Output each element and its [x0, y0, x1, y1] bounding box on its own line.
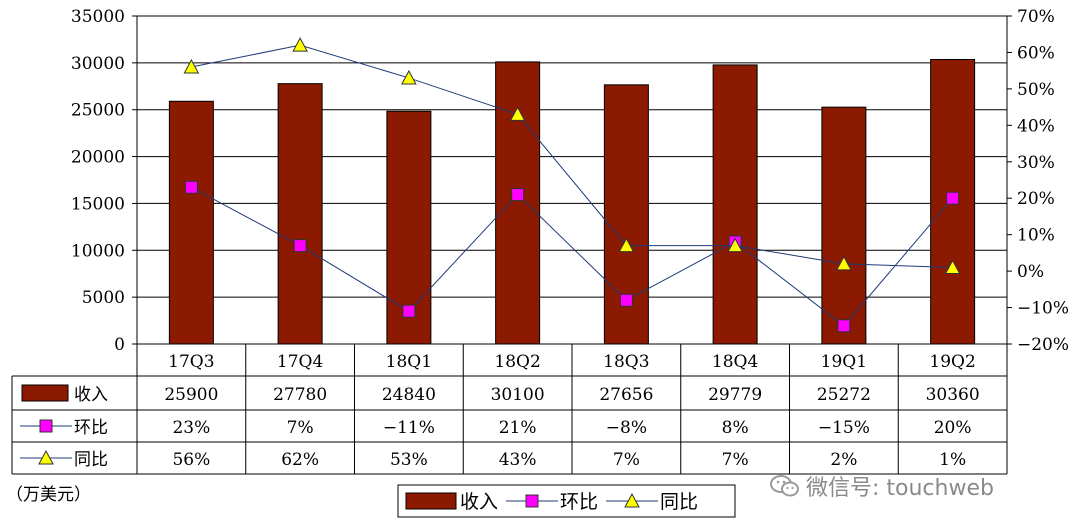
mom-point: [619, 293, 633, 307]
yoy-legend-marker: [38, 449, 54, 465]
table-cell: 43%: [499, 450, 537, 470]
table-cell: 27656: [599, 385, 653, 405]
right-tick-label: −10%: [1017, 299, 1069, 319]
left-tick-label: 5000: [82, 288, 125, 308]
revenue-legend-swatch: [21, 384, 69, 402]
yoy-point: [183, 58, 200, 74]
table-cell: 62%: [281, 450, 319, 470]
table-cell: 7%: [613, 450, 640, 470]
row-header: 环比: [74, 418, 108, 438]
mom-line: [191, 186, 954, 327]
table-cell: 25900: [164, 385, 218, 405]
category-label: 18Q3: [603, 352, 649, 372]
legend-label: 同比: [660, 491, 698, 513]
right-tick-label: 60%: [1017, 43, 1055, 63]
table-cell: −11%: [383, 418, 435, 438]
table-cell: 25272: [817, 385, 871, 405]
table-cell: 53%: [390, 450, 428, 470]
yoy-point: [618, 237, 635, 253]
table-cell: −8%: [606, 418, 647, 438]
yoy-point: [836, 255, 852, 271]
legend-label: 收入: [460, 491, 498, 513]
category-label: 17Q4: [277, 352, 323, 372]
table-cell: 56%: [172, 450, 210, 470]
left-tick-label: 30000: [71, 54, 125, 74]
category-label: 19Q1: [821, 352, 867, 372]
left-tick-label: 10000: [71, 241, 125, 261]
table-cell: 2%: [830, 450, 857, 470]
table-cell: 7%: [287, 418, 314, 438]
table-cell: 23%: [172, 418, 210, 438]
revenue-bar: [495, 61, 541, 345]
revenue-bar: [277, 83, 323, 345]
legend-label: 环比: [560, 491, 598, 513]
yoy-point: [727, 237, 743, 253]
table-cell: 7%: [722, 450, 749, 470]
mom-point: [511, 188, 525, 202]
yoy-point: [292, 37, 308, 52]
yoy-line: [191, 44, 953, 268]
row-header: 同比: [74, 450, 108, 470]
table-cell: −15%: [818, 418, 870, 438]
left-tick-label: 15000: [71, 194, 125, 214]
revenue-bar: [168, 100, 214, 345]
legend: 收入 环比 同比: [397, 484, 736, 518]
revenue-bar: [821, 106, 867, 345]
revenue-bars: [168, 58, 976, 345]
table-cell: 30360: [926, 385, 980, 405]
category-label: 19Q2: [929, 352, 975, 372]
right-tick-label: 40%: [1017, 116, 1055, 136]
left-axis-ticks: 35000 30000 25000 20000 15000 10000 5000 0: [71, 7, 137, 355]
category-label: 18Q4: [712, 352, 758, 372]
watermark: 微信号: touchweb: [770, 470, 994, 502]
table-cell: 29779: [708, 385, 762, 405]
table-cell: 30100: [491, 385, 545, 405]
mom-point: [837, 319, 851, 333]
revenue-bar: [712, 64, 758, 345]
unit-note: （万美元）: [6, 485, 91, 505]
watermark-text: 微信号: touchweb: [806, 476, 994, 501]
table-cell: 8%: [722, 418, 749, 438]
ratio-lines: [183, 37, 961, 333]
table-cell: 1%: [939, 450, 966, 470]
right-tick-label: 70%: [1017, 7, 1055, 27]
right-tick-label: 30%: [1017, 153, 1055, 173]
legend-yoy-marker: [624, 492, 640, 508]
yoy-point: [509, 106, 526, 121]
category-label: 17Q3: [168, 352, 214, 372]
right-tick-label: 20%: [1017, 189, 1055, 209]
table-cell: 24840: [382, 385, 436, 405]
right-tick-label: −20%: [1017, 335, 1069, 355]
right-tick-label: 50%: [1017, 80, 1055, 100]
yoy-point: [401, 69, 417, 85]
mom-legend-marker: [39, 419, 53, 433]
table-cell: 27780: [273, 385, 327, 405]
table-cell: 20%: [934, 418, 972, 438]
mom-point: [946, 191, 960, 205]
right-tick-label: 0%: [1017, 262, 1044, 282]
mom-point: [184, 180, 198, 194]
left-tick-label: 35000: [71, 7, 125, 27]
right-tick-label: 10%: [1017, 226, 1055, 246]
legend-revenue-swatch: [405, 492, 457, 510]
category-label: 18Q2: [494, 352, 540, 372]
data-table: 17Q3 17Q4 18Q1 18Q2 18Q3 18Q4 19Q1 19Q2 收入 25900 2…: [11, 344, 1008, 475]
mom-point: [402, 304, 416, 318]
category-label: 18Q1: [386, 352, 432, 372]
row-header: 收入: [74, 385, 108, 405]
mom-point: [293, 239, 307, 253]
legend-mom-marker: [525, 494, 539, 508]
right-axis-ticks: 70% 60% 50% 40% 30% 20% 10% 0% −10% −20%: [1007, 7, 1069, 355]
left-tick-label: 20000: [71, 148, 125, 168]
wechat-icon: [770, 475, 799, 497]
left-tick-label: 0: [114, 335, 125, 355]
yoy-point: [944, 259, 961, 274]
table-cell: 21%: [499, 418, 537, 438]
left-tick-label: 25000: [71, 101, 125, 121]
